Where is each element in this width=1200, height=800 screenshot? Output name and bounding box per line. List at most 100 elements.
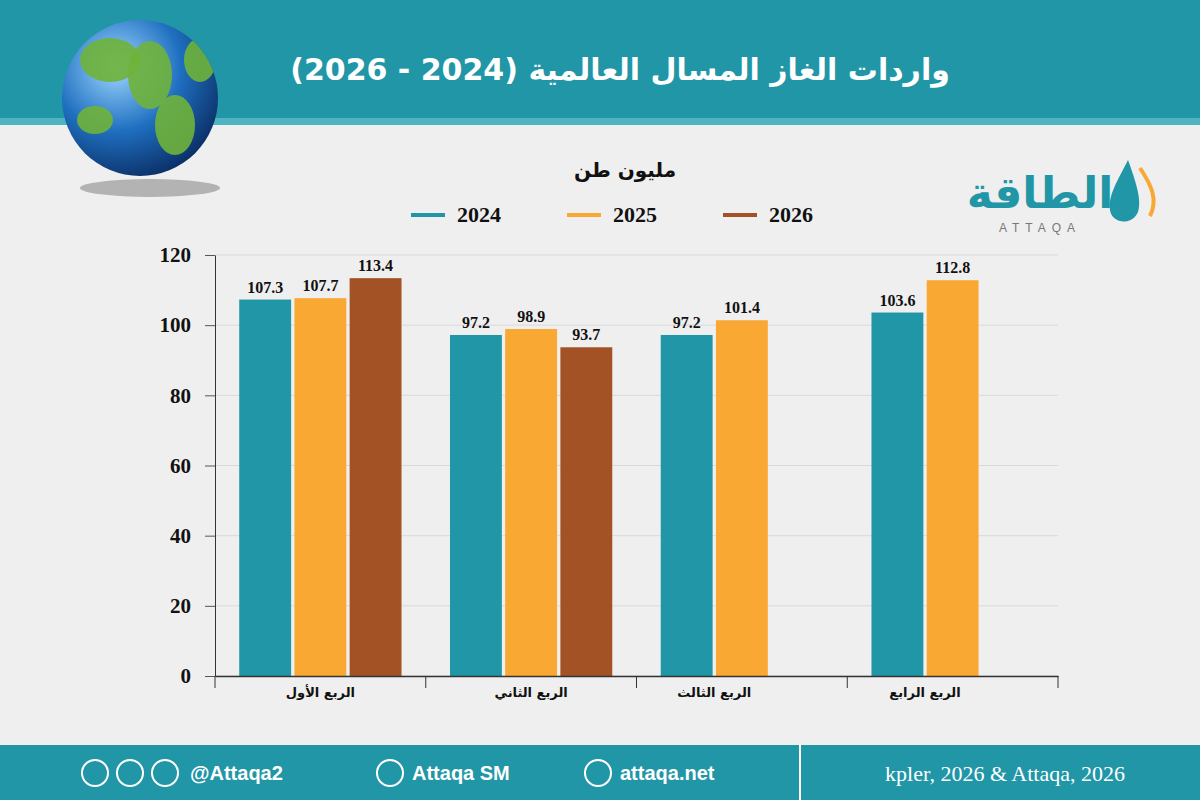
globe-sphere	[62, 20, 218, 176]
logo-swoosh	[1140, 168, 1154, 216]
y-tick: 120	[160, 243, 216, 267]
footer-handle: @Attaqa2	[190, 762, 283, 784]
globe-shadow	[80, 179, 220, 197]
grid-line	[215, 255, 1058, 256]
logo-drop	[1110, 160, 1140, 222]
category-separators	[215, 676, 1058, 688]
y-tick: 100	[160, 313, 216, 337]
data-label: 113.4	[358, 257, 393, 274]
legend-swatch	[411, 213, 445, 217]
x-tick-label: الربع الثالث	[677, 685, 751, 700]
bar	[294, 298, 346, 676]
data-label: 97.2	[462, 314, 490, 331]
globe-continent	[155, 95, 195, 155]
x-tick-label: الربع الأول	[286, 684, 355, 700]
category-separator	[847, 676, 848, 688]
bar	[505, 329, 557, 676]
data-label: 98.9	[517, 308, 545, 325]
category-separator	[215, 676, 216, 688]
y-tick-mark	[205, 676, 215, 677]
bar	[716, 320, 768, 676]
y-tick-mark	[205, 255, 215, 256]
globe-land	[77, 38, 216, 155]
bars	[239, 278, 978, 676]
bar	[350, 278, 402, 676]
chart-title: واردات الغاز المسال العالمية (2024 - 202…	[290, 52, 950, 88]
y-axis-line	[215, 256, 216, 677]
bar	[239, 300, 291, 676]
y-tick-label: 20	[170, 594, 191, 618]
chart-svg: واردات الغاز المسال العالمية (2024 - 202…	[0, 0, 1200, 800]
globe	[62, 20, 220, 197]
y-tick-label: 80	[170, 384, 191, 408]
footer-handle: Attaqa SM	[412, 762, 510, 784]
logo: الطاقة ATTAQA	[967, 160, 1154, 235]
y-tick: 80	[170, 384, 215, 408]
y-tick: 0	[181, 664, 216, 688]
y-tick-label: 60	[170, 454, 191, 478]
data-label: 107.7	[302, 277, 338, 294]
category-separator	[1058, 676, 1059, 688]
x-tick: الربع الثاني	[494, 676, 567, 700]
footer-divider	[799, 745, 801, 800]
x-tick: الربع الأول	[286, 676, 355, 700]
data-label: 103.6	[879, 292, 915, 309]
y-tick-mark	[205, 606, 215, 607]
x-tick-label: الربع الرابع	[889, 685, 960, 700]
y-tick: 20	[170, 594, 215, 618]
globe-continent	[184, 38, 216, 82]
legend-label: 2025	[613, 202, 657, 227]
data-label: 112.8	[935, 259, 970, 276]
y-tick-label: 100	[160, 313, 192, 337]
y-tick-label: 40	[170, 524, 191, 548]
legend-label: 2024	[457, 202, 501, 227]
legend-item: 2026	[723, 202, 813, 227]
source: kpler, 2026 & Attaqa, 2026	[885, 761, 1125, 786]
web-icon	[585, 760, 611, 786]
y-tick-mark	[205, 466, 215, 467]
bar	[560, 347, 612, 676]
footer: @Attaqa2 Attaqa SM attaqa.net kpler, 2026 &…	[82, 760, 1125, 786]
x-tick: الربع الرابع	[889, 676, 960, 700]
y-tick-mark	[205, 325, 215, 326]
grid	[215, 255, 1058, 676]
social-icon	[82, 760, 108, 786]
social-icon	[152, 760, 178, 786]
y-tick-label: 120	[160, 243, 192, 267]
data-label: 93.7	[572, 326, 600, 343]
data-label: 107.3	[247, 279, 283, 296]
chart-container: واردات الغاز المسال العالمية (2024 - 202…	[0, 0, 1200, 800]
x-tick: الربع الثالث	[677, 676, 751, 700]
legend-swatch	[567, 213, 601, 217]
y-tick-mark	[205, 395, 215, 396]
data-labels: 107.397.297.2103.6107.798.9101.4112.8113…	[247, 257, 970, 343]
bar	[871, 313, 923, 676]
y-tick: 60	[170, 454, 215, 478]
y-tick-label: 0	[181, 664, 192, 688]
legend-label: 2026	[769, 202, 813, 227]
y-axis-title: مليون طن	[574, 158, 676, 182]
legend-swatch	[723, 213, 757, 217]
y-axis: 0 20 40 60 80 100 120	[160, 243, 216, 688]
social-icon	[117, 760, 143, 786]
logo-text: الطاقة	[967, 167, 1113, 218]
legend-item: 2025	[567, 202, 657, 227]
x-tick-label: الربع الثاني	[494, 685, 567, 700]
footer-handle: attaqa.net	[620, 762, 715, 784]
logo-latin: ATTAQA	[999, 221, 1081, 235]
youtube-icon	[377, 760, 403, 786]
bar	[661, 335, 713, 676]
footer-band	[0, 745, 1200, 800]
bar	[927, 280, 979, 676]
category-separator	[636, 676, 637, 688]
bar	[450, 335, 502, 676]
legend-item: 2024	[411, 202, 501, 227]
x-axis: الربع الأول الربع الثاني الربع الثالث الربع…	[216, 676, 1059, 700]
y-tick-mark	[205, 536, 215, 537]
data-label: 101.4	[724, 299, 760, 316]
category-separator	[425, 676, 426, 688]
legend: 2024 2025 2026	[411, 202, 813, 227]
y-tick: 40	[170, 524, 215, 548]
background	[0, 0, 1200, 800]
globe-continent	[77, 106, 113, 134]
